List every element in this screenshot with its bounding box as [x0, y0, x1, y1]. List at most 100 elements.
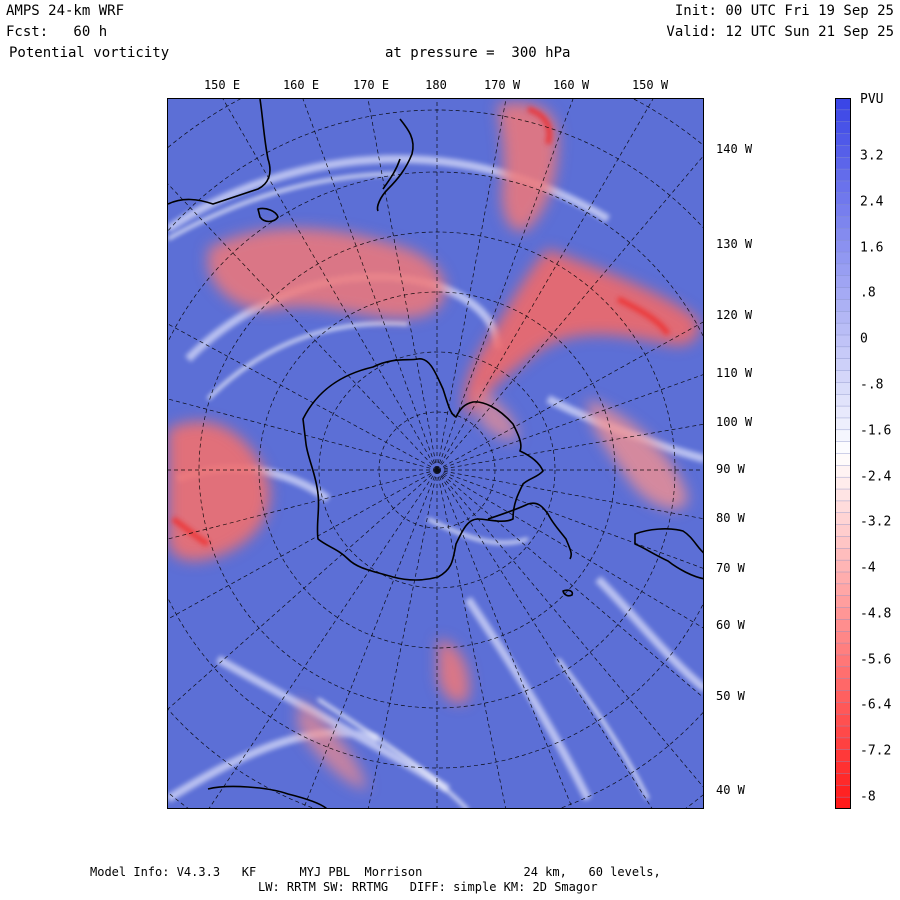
australia-coast	[168, 99, 271, 205]
model-info-line-1: Model Info: V4.3.3 KF MYJ PBL Morrison 2…	[90, 865, 661, 879]
colorbar-swatch	[835, 595, 851, 609]
colorbar-swatch	[835, 761, 851, 775]
colorbar-swatch	[835, 287, 851, 301]
field-name: Potential vorticity	[9, 45, 170, 61]
lon-label-right: 50 W	[716, 689, 745, 703]
lon-label-right: 40 W	[716, 783, 745, 797]
colorbar-swatch	[835, 714, 851, 727]
colorbar-tick-label: -4.8	[860, 606, 892, 622]
colorbar-swatch	[835, 169, 851, 182]
colorbar-swatch	[835, 429, 851, 443]
colorbar-swatch	[835, 773, 851, 786]
colorbar	[835, 98, 851, 809]
lon-label-right: 130 W	[716, 237, 753, 251]
colorbar-swatch	[835, 583, 851, 597]
colorbar-swatch	[835, 441, 851, 455]
south-africa-coast	[207, 785, 328, 808]
colorbar-swatch	[835, 121, 851, 135]
lon-label-right: 60 W	[716, 618, 745, 632]
colorbar-tick-label: -.8	[860, 377, 884, 393]
model-title: AMPS 24-km WRF	[6, 3, 125, 19]
lon-label-top: 160 E	[282, 78, 320, 92]
new-zealand-coast	[376, 118, 414, 212]
colorbar-swatch	[835, 678, 851, 692]
colorbar-swatch	[835, 512, 851, 526]
graticule	[168, 99, 703, 808]
colorbar-swatch	[835, 749, 851, 763]
colorbar-swatch	[835, 726, 851, 739]
colorbar-tick-label: 0	[860, 331, 868, 347]
colorbar-swatch	[835, 263, 851, 277]
lon-label-top: 170 E	[352, 78, 390, 92]
colorbar-tick-label: .8	[860, 285, 876, 301]
colorbar-tick-label: -4	[860, 560, 876, 576]
colorbar-swatch	[835, 702, 851, 715]
colorbar-tick-label: -8	[860, 789, 876, 805]
colorbar-border	[835, 98, 851, 809]
colorbar-swatch	[835, 654, 851, 668]
colorbar-swatch	[835, 607, 851, 620]
colorbar-swatch	[835, 109, 851, 123]
colorbar-swatch	[835, 240, 851, 253]
colorbar-swatch	[835, 489, 851, 502]
colorbar-swatch	[835, 737, 851, 751]
lon-label-right: 140 W	[716, 142, 753, 156]
colorbar-swatch	[835, 548, 851, 561]
colorbar-swatch	[835, 619, 851, 632]
colorbar-swatch	[835, 180, 851, 194]
south-america-coast	[634, 528, 703, 580]
colorbar-tick-label: -6.4	[860, 697, 892, 713]
lon-label-top: 180	[425, 78, 447, 92]
colorbar-tick-label: 3.2	[860, 148, 884, 164]
pv-negative-features	[168, 102, 699, 789]
colorbar-swatch	[835, 370, 851, 383]
antarctica-coast	[302, 358, 544, 581]
colorbar-swatch	[835, 524, 851, 538]
lon-label-top: 150 W	[631, 78, 669, 92]
colorbar-tick-label: -3.2	[860, 514, 892, 530]
lon-label-right: 100 W	[716, 415, 753, 429]
model-info-line-2: LW: RRTM SW: RRTMG DIFF: simple KM: 2D S…	[258, 880, 598, 894]
colorbar-swatch	[835, 785, 851, 798]
colorbar-swatch	[835, 560, 851, 573]
colorbar-unit: PVU	[860, 92, 884, 107]
colorbar-tick-label: -1.6	[860, 423, 892, 439]
colorbar-swatch	[835, 133, 851, 146]
lon-label-top: 170 W	[483, 78, 521, 92]
colorbar-swatch	[835, 299, 851, 312]
colorbar-swatch	[835, 98, 851, 111]
colorbar-tick-label: -7.2	[860, 743, 892, 759]
colorbar-swatch	[835, 216, 851, 229]
coastlines	[168, 99, 703, 808]
pv-map	[167, 98, 704, 809]
colorbar-tick-label: 2.4	[860, 194, 884, 210]
colorbar-swatch	[835, 631, 851, 644]
lon-label-right: 120 W	[716, 308, 753, 322]
colorbar-swatch	[835, 666, 851, 680]
colorbar-swatch	[835, 500, 851, 514]
colorbar-swatch	[835, 335, 851, 348]
colorbar-swatch	[835, 394, 851, 407]
lon-label-right: 110 W	[716, 366, 753, 380]
colorbar-swatch	[835, 690, 851, 703]
colorbar-swatch	[835, 465, 851, 478]
colorbar-swatch	[835, 323, 851, 336]
colorbar-swatch	[835, 477, 851, 490]
forecast-hour: Fcst: 60 h	[6, 24, 108, 40]
colorbar-swatch	[835, 406, 851, 419]
lon-label-right: 90 W	[716, 462, 745, 476]
colorbar-tick-label: 1.6	[860, 240, 884, 256]
colorbar-swatch	[835, 536, 851, 549]
colorbar-swatch	[835, 417, 851, 431]
lon-label-right: 70 W	[716, 561, 745, 575]
lon-label-top: 150 E	[203, 78, 241, 92]
init-time: Init: 00 UTC Fri 19 Sep 25	[674, 3, 894, 19]
colorbar-swatch	[835, 346, 851, 360]
colorbar-swatch	[835, 572, 851, 585]
tasmania-coast	[257, 207, 279, 223]
colorbar-swatch	[835, 204, 851, 218]
valid-time: Valid: 12 UTC Sun 21 Sep 25	[666, 24, 894, 40]
colorbar-swatch	[835, 157, 851, 170]
lon-label-right: 80 W	[716, 511, 745, 525]
falklands-coast	[562, 589, 574, 597]
